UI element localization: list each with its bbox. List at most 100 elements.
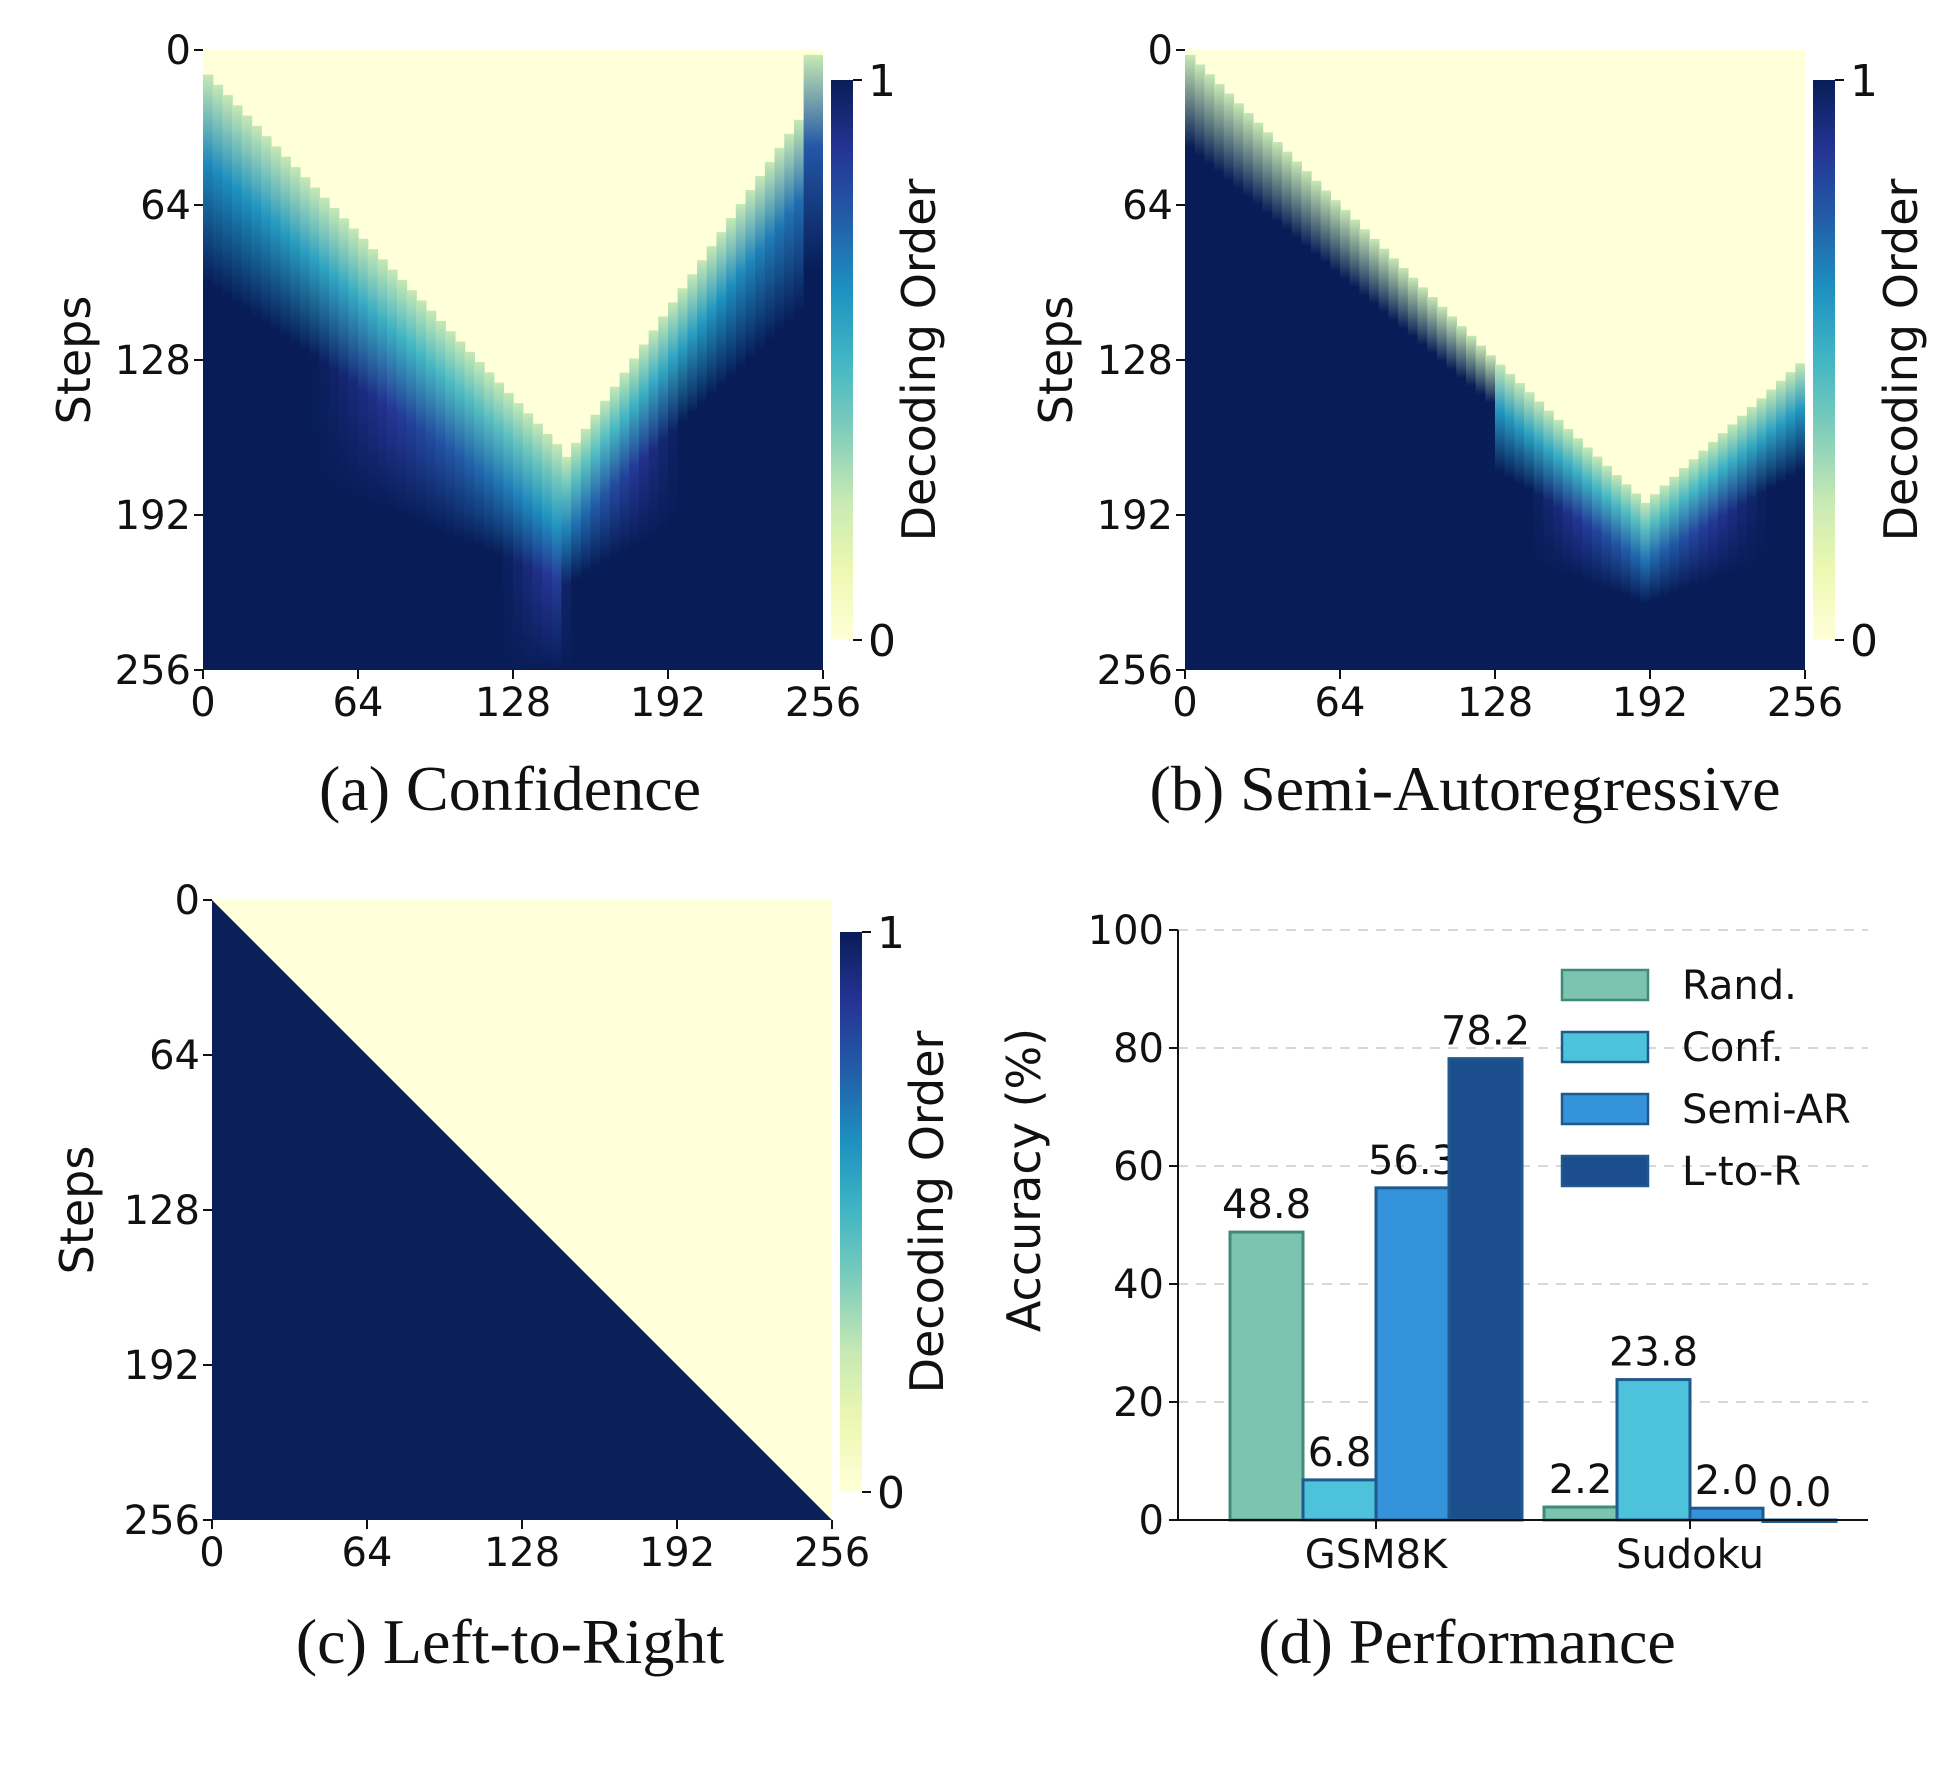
heatmap-column <box>1533 401 1545 670</box>
heatmap-column <box>1688 459 1700 670</box>
heatmap-column <box>1272 142 1283 670</box>
heatmap-column <box>222 95 233 670</box>
x-tick-label: Sudoku <box>1616 1532 1764 1578</box>
heatmap-column <box>1582 447 1593 670</box>
x-tick-label: 128 <box>484 1530 560 1576</box>
x-tick-label: 64 <box>333 680 384 726</box>
heatmap-c-cells <box>212 900 832 1520</box>
heatmap-column <box>1185 54 1196 670</box>
panel-caption: (b) Semi-Autoregressive <box>1150 753 1781 824</box>
y-tick-label: 192 <box>115 493 191 539</box>
bar-value-label: 2.2 <box>1549 1457 1613 1503</box>
y-tick-label: 0 <box>1148 28 1173 74</box>
heatmap-column <box>629 358 640 670</box>
y-tick-label: 64 <box>1122 183 1173 229</box>
heatmap-column <box>416 300 427 670</box>
heatmap-column <box>658 316 669 670</box>
heatmap-column <box>338 218 350 670</box>
y-axis-label: Steps <box>47 296 101 425</box>
y-axis-label: Accuracy (%) <box>997 1028 1051 1332</box>
heatmap-column <box>474 362 485 670</box>
heatmap-column <box>328 208 340 670</box>
heatmap-column <box>1785 372 1797 670</box>
y-tick-label: 100 <box>1088 908 1164 954</box>
heatmap-column <box>687 274 698 670</box>
heatmap-column <box>668 302 679 670</box>
heatmap-column <box>348 228 359 670</box>
heatmap-column <box>1310 180 1322 670</box>
heatmap-column <box>1349 219 1361 670</box>
heatmap-column <box>483 372 495 670</box>
colorbar-label: Decoding Order <box>1874 179 1928 542</box>
heatmap-column <box>1446 316 1457 670</box>
colorbar-tick-label-max: 1 <box>868 56 896 107</box>
heatmap-column <box>1340 209 1351 670</box>
heatmap-column <box>1330 200 1341 670</box>
colorbar-tick-label-min: 0 <box>1850 616 1878 667</box>
heatmap-column <box>319 197 330 670</box>
heatmap-column <box>261 136 272 670</box>
heatmap-column <box>367 249 379 670</box>
heatmap-column <box>1601 465 1612 670</box>
heatmap-column <box>1262 132 1273 670</box>
y-tick-label: 64 <box>149 1033 200 1079</box>
x-tick-label: 192 <box>630 680 706 726</box>
heatmap-column <box>377 259 388 670</box>
panel-caption: (d) Performance <box>1258 1606 1676 1677</box>
heatmap-column <box>1281 151 1293 670</box>
heatmap-column <box>1359 229 1370 670</box>
colorbar-tick-label-min: 0 <box>868 616 896 667</box>
heatmap-column <box>1737 415 1748 670</box>
heatmap-column <box>532 423 543 670</box>
heatmap-column <box>406 290 417 670</box>
heatmap-column <box>677 288 689 670</box>
heatmap-column <box>309 187 320 670</box>
bar-value-label: 2.0 <box>1695 1458 1759 1504</box>
colorbar-tick-label-max: 1 <box>877 908 905 959</box>
heatmap-column <box>1514 383 1525 670</box>
heatmap-column <box>774 147 785 670</box>
heatmap-column <box>232 105 243 670</box>
colorbar <box>831 80 853 640</box>
heatmap-column <box>503 392 514 670</box>
panel-caption: (a) Confidence <box>319 753 701 824</box>
heatmap-column <box>793 119 805 670</box>
heatmap-column <box>1640 502 1651 670</box>
heatmap-column <box>619 372 630 670</box>
y-tick-label: 256 <box>1097 648 1173 694</box>
heatmap-column <box>648 330 660 670</box>
heatmap-column <box>813 54 823 670</box>
colorbar-tick-label-min: 0 <box>877 1468 905 1519</box>
heatmap-column <box>1233 103 1244 670</box>
bar <box>1301 1478 1378 1522</box>
y-tick-label: 60 <box>1113 1144 1164 1190</box>
heatmap-column <box>212 84 224 670</box>
heatmap-column <box>425 310 437 670</box>
heatmap-column <box>1669 476 1680 670</box>
heatmap-column <box>1591 456 1603 670</box>
y-tick-label: 0 <box>166 28 191 74</box>
bar-value-label: 23.8 <box>1609 1330 1698 1376</box>
x-tick-label: GSM8K <box>1305 1532 1449 1578</box>
heatmap-column <box>1398 267 1409 670</box>
heatmap-column <box>1320 190 1332 670</box>
bar-value-label: 6.8 <box>1308 1430 1372 1476</box>
heatmap-column <box>764 161 776 670</box>
heatmap-column <box>1301 171 1312 670</box>
heatmap-column <box>706 246 718 670</box>
heatmap-column <box>726 218 737 670</box>
heatmap-column <box>755 175 766 670</box>
heatmap-column <box>1378 248 1390 670</box>
bar-value-label: 48.8 <box>1222 1182 1311 1228</box>
x-tick-label: 256 <box>794 1530 870 1576</box>
heatmap-column <box>735 204 747 670</box>
bar <box>1615 1378 1692 1522</box>
heatmap-column <box>1223 93 1235 670</box>
panel-caption: (c) Left-to-Right <box>296 1606 725 1677</box>
heatmap-column <box>1727 424 1738 670</box>
heatmap-column <box>522 413 534 670</box>
heatmap-column <box>1746 406 1758 670</box>
heatmap-column <box>1650 494 1661 670</box>
x-tick-label: 256 <box>785 680 861 726</box>
heatmap-column <box>638 344 650 670</box>
